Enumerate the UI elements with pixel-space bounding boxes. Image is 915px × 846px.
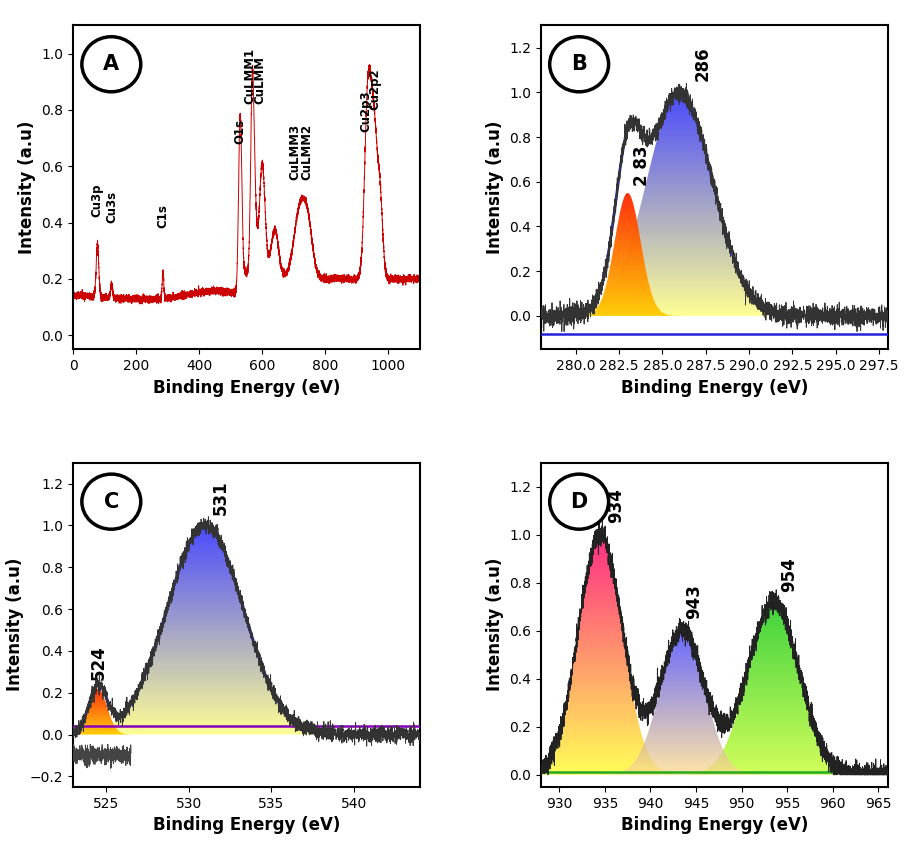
X-axis label: Binding Energy (eV): Binding Energy (eV) xyxy=(620,816,808,834)
Text: Cu3s: Cu3s xyxy=(105,190,118,222)
Text: A: A xyxy=(103,54,119,74)
Text: CuLMM2: CuLMM2 xyxy=(300,124,314,180)
Text: C1s: C1s xyxy=(156,205,169,228)
X-axis label: Binding Energy (eV): Binding Energy (eV) xyxy=(153,816,340,834)
X-axis label: Binding Energy (eV): Binding Energy (eV) xyxy=(153,379,340,397)
Text: CuLMM1: CuLMM1 xyxy=(243,48,257,104)
Text: 954: 954 xyxy=(780,558,798,592)
Text: 286: 286 xyxy=(694,47,712,81)
Text: 943: 943 xyxy=(685,584,703,618)
Text: 934: 934 xyxy=(607,488,625,523)
Text: CuLMM: CuLMM xyxy=(253,57,266,104)
Y-axis label: Intensity (a.u): Intensity (a.u) xyxy=(486,121,504,254)
Text: CuLMM3: CuLMM3 xyxy=(289,124,302,180)
Text: C: C xyxy=(103,492,119,512)
Y-axis label: Intensity (a.u): Intensity (a.u) xyxy=(486,558,504,691)
Y-axis label: Intensity (a.u): Intensity (a.u) xyxy=(6,558,25,691)
X-axis label: Binding Energy (eV): Binding Energy (eV) xyxy=(620,379,808,397)
Text: 524: 524 xyxy=(90,645,108,680)
Text: Cu2p3: Cu2p3 xyxy=(360,91,372,133)
Text: Cu2p2: Cu2p2 xyxy=(368,69,382,110)
Text: O1s: O1s xyxy=(233,118,247,144)
Text: Cu3p: Cu3p xyxy=(91,184,103,217)
Text: 531: 531 xyxy=(211,481,230,515)
Text: B: B xyxy=(571,54,587,74)
Text: 2 83: 2 83 xyxy=(633,146,651,186)
Y-axis label: Intensity (a.u): Intensity (a.u) xyxy=(18,121,36,254)
Text: D: D xyxy=(571,492,587,512)
